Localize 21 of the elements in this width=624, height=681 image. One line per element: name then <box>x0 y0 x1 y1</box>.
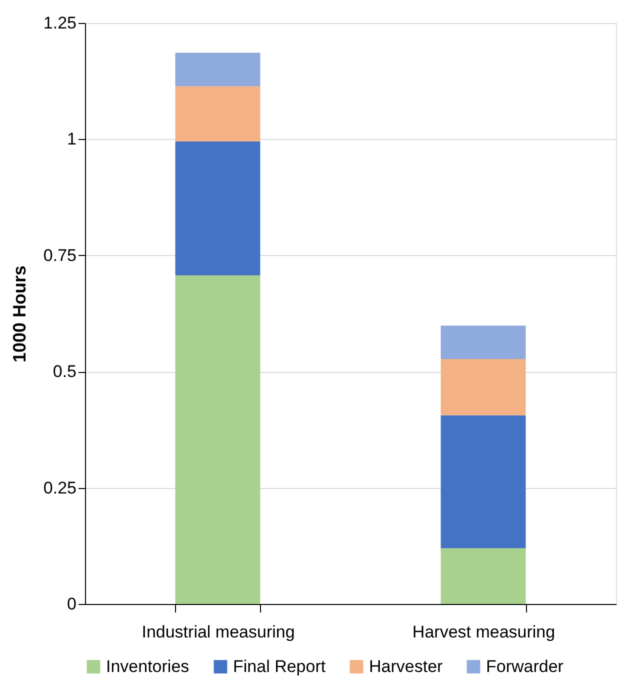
legend-label: Final Report <box>233 656 326 676</box>
legend-label: Harvester <box>369 656 444 676</box>
y-tick-label: 0 <box>67 594 76 614</box>
bar <box>440 326 526 360</box>
y-tick-label: 0.25 <box>43 478 76 498</box>
legend-label: Inventories <box>106 656 190 676</box>
x-tick-label: Industrial measuring <box>142 622 295 642</box>
y-tick-label: 0.75 <box>43 246 76 265</box>
bar <box>440 548 526 604</box>
bar <box>440 415 526 548</box>
y-tick-label: 1 <box>67 130 76 149</box>
y-axis-title: 1000 Hours <box>9 265 30 363</box>
x-tick-label: Harvest measuring <box>412 622 556 642</box>
bar <box>175 52 260 86</box>
bar <box>440 359 526 416</box>
y-tick-label: 1.25 <box>43 14 76 32</box>
bar <box>175 142 260 276</box>
bar <box>175 86 260 142</box>
y-tick-label: 0.5 <box>52 362 76 382</box>
bar <box>175 275 260 604</box>
legend-label: Forwarder <box>486 656 564 676</box>
